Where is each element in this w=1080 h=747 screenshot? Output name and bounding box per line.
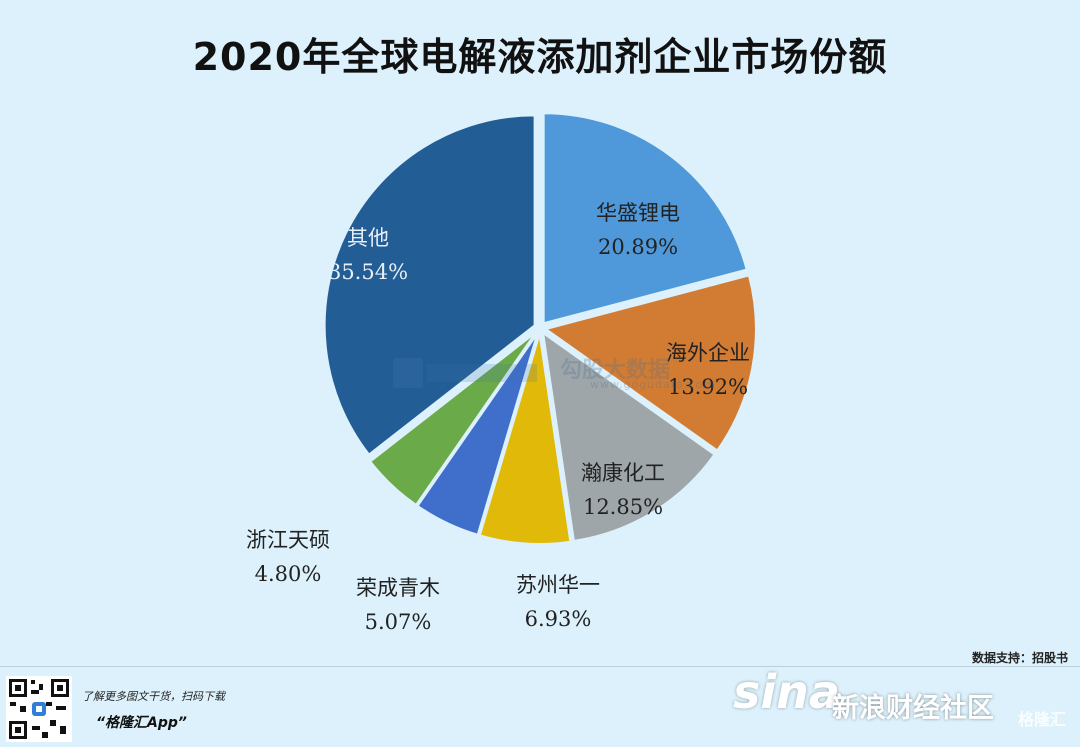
source-note: 数据支持：招股书	[971, 651, 1068, 665]
slice-name-label: 瀚康化工	[581, 461, 665, 485]
slice-name-label: 华盛锂电	[596, 201, 680, 225]
slice-value-label: 20.89%	[598, 235, 678, 259]
gelonghui-logo: 格隆汇	[1018, 710, 1067, 729]
pie-labels: 华盛锂电 20.89% 海外企业 13.92% 瀚康化工 12.85% 苏州华一 6.93% 荣…	[246, 201, 750, 634]
slice-name-label: 荣成青木	[356, 576, 440, 600]
pie-slices	[323, 112, 757, 545]
sina-community-label: 新浪财经社区	[832, 693, 994, 724]
slice-name-label: 海外企业	[666, 341, 750, 365]
slice-value-label: 12.85%	[583, 495, 663, 519]
slice-name-label: 浙江天硕	[246, 528, 330, 552]
slice-name-label: 苏州华一	[516, 573, 600, 597]
pie-slice-5	[416, 332, 539, 536]
footer-promo-text: 了解更多图文干货，扫码下载	[82, 690, 225, 703]
chart-title: 2020年全球电解液添加剂企业市场份额	[192, 35, 888, 79]
watermark-logo-icon	[393, 358, 537, 388]
slice-value-label: 5.07%	[365, 610, 432, 634]
slice-value-label: 13.92%	[668, 375, 748, 399]
slice-value-label: 35.54%	[328, 260, 408, 284]
pie-slice-2	[543, 274, 757, 452]
pie-slice-4	[478, 333, 572, 545]
qr-code-icon	[6, 676, 72, 742]
watermark-text: 勾股大数据	[560, 358, 671, 383]
pie-slice-7	[323, 114, 536, 456]
footer-app-name: “格隆汇App”	[96, 715, 187, 731]
slice-value-label: 6.93%	[525, 607, 592, 631]
pie-slice-1	[542, 112, 748, 325]
pie-slice-6	[368, 331, 537, 507]
sina-logo: sina	[733, 665, 840, 719]
slice-value-label: 4.80%	[255, 562, 322, 586]
footer-divider	[0, 666, 1080, 667]
slice-name-label: 其他	[347, 226, 389, 250]
watermark-url: www.gogudata.com	[590, 378, 715, 391]
pie-slice-3	[541, 330, 716, 542]
